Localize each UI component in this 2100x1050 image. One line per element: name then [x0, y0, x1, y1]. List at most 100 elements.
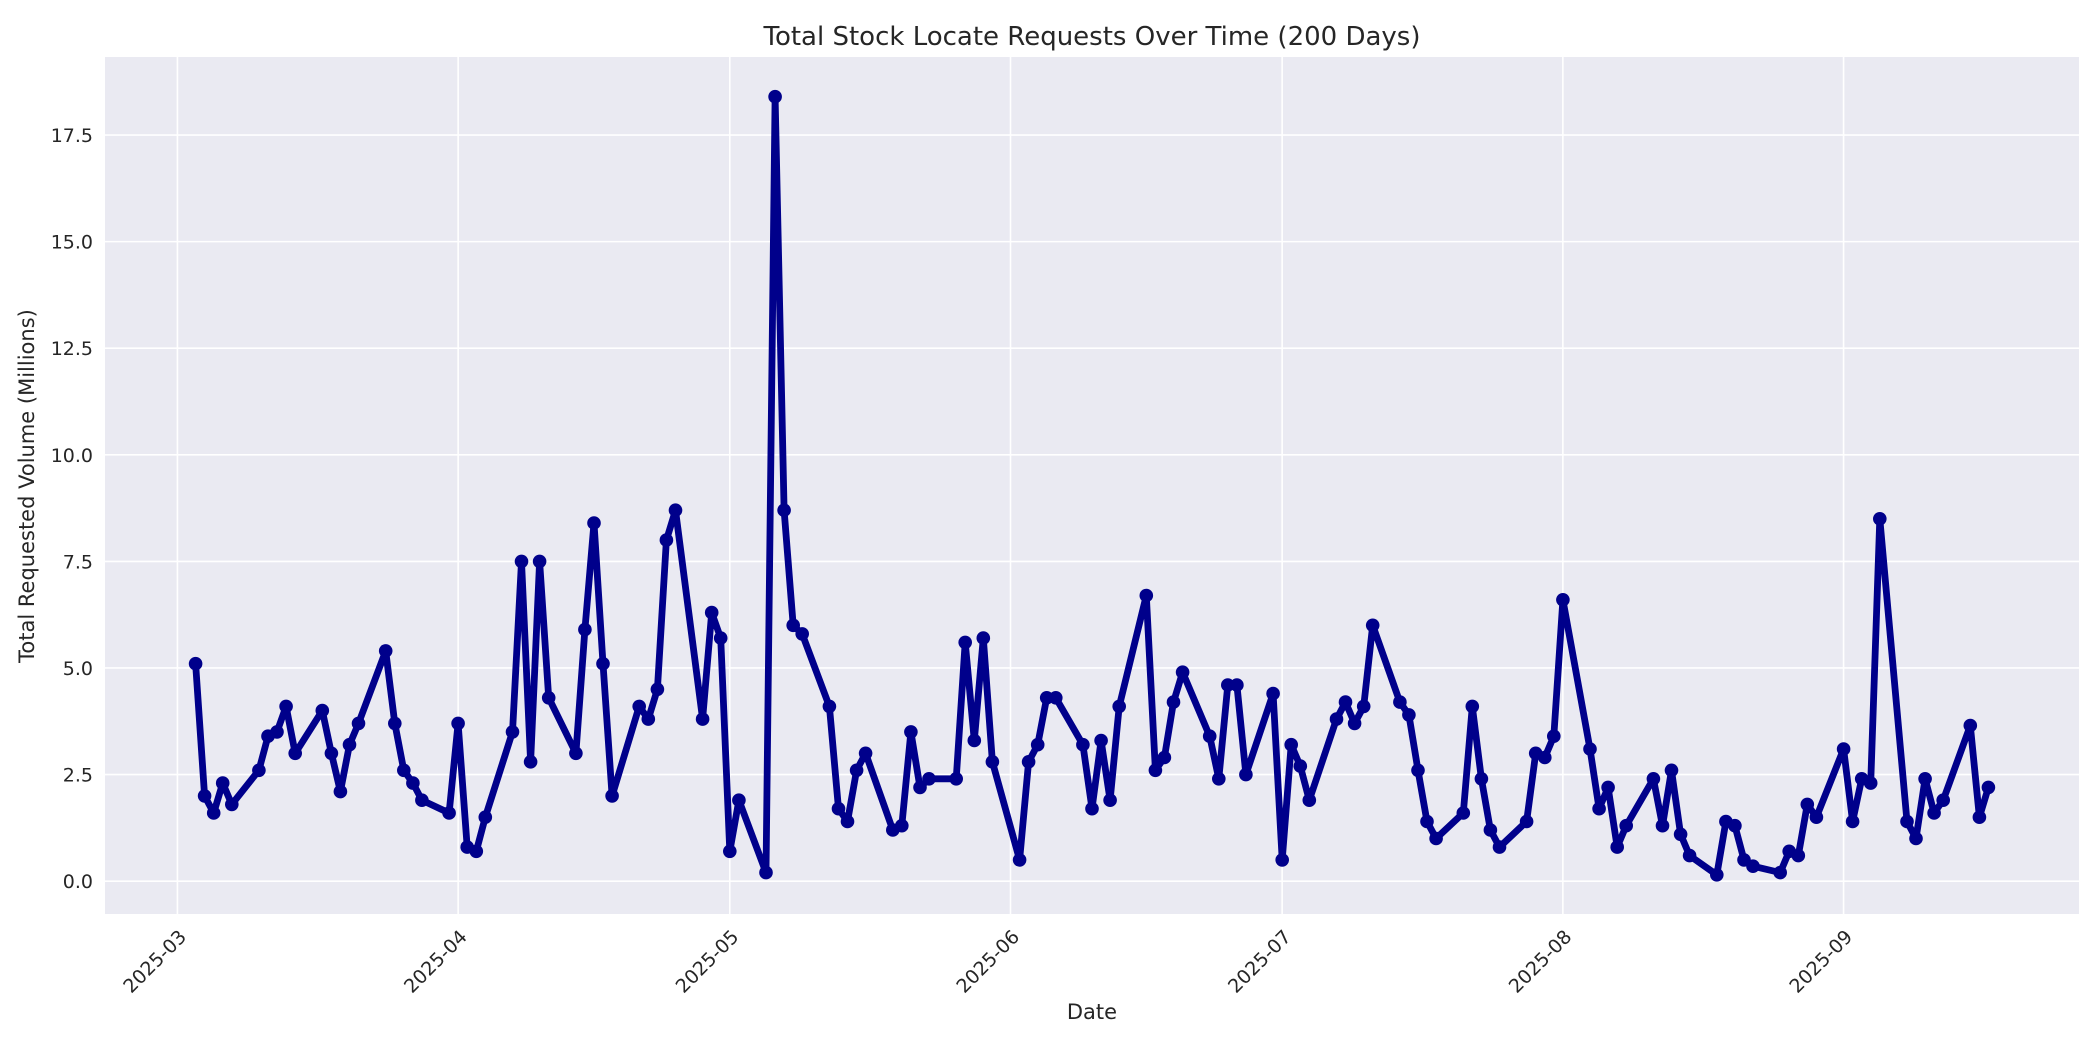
data-point-marker	[1845, 814, 1860, 829]
data-point-marker	[1266, 686, 1280, 701]
data-point-marker	[949, 772, 963, 786]
data-point-marker	[1329, 712, 1344, 726]
data-point-marker	[632, 699, 646, 714]
data-point-marker	[1909, 831, 1923, 846]
data-point-marker	[1411, 763, 1425, 778]
chart-title: Total Stock Locate Requests Over Time (2…	[763, 22, 1421, 52]
data-point-marker	[1836, 742, 1851, 756]
data-point-marker	[1239, 767, 1253, 782]
data-point-marker	[225, 797, 239, 812]
data-point-marker	[1936, 793, 1950, 807]
y-tick-label: 5.0	[63, 658, 93, 680]
data-point-marker	[895, 818, 909, 833]
data-point-marker	[786, 618, 800, 633]
data-point-marker	[958, 635, 972, 650]
x-tick-label: 2025-03	[119, 926, 191, 998]
data-point-marker	[704, 605, 719, 620]
data-point-marker	[1963, 718, 1978, 733]
data-point-marker	[188, 656, 203, 671]
data-point-marker	[1076, 737, 1090, 752]
data-points	[188, 89, 1996, 882]
data-point-marker	[967, 733, 982, 748]
data-point-marker	[279, 699, 293, 714]
data-point-marker	[1030, 737, 1045, 752]
data-point-marker	[1556, 593, 1570, 607]
plot-area	[105, 57, 2079, 914]
x-tick-label: 2025-08	[1505, 926, 1577, 998]
data-point-marker	[342, 737, 357, 752]
y-tick-label: 12.5	[51, 338, 93, 360]
data-point-marker	[1583, 742, 1597, 756]
x-tick-label: 2025-06	[952, 926, 1024, 998]
data-point-marker	[1420, 814, 1434, 829]
data-point-marker	[315, 703, 330, 718]
data-point-marker	[1148, 763, 1163, 778]
data-point-marker	[1103, 793, 1117, 807]
data-point-marker	[351, 716, 366, 731]
data-point-marker	[1112, 699, 1126, 714]
data-point-marker	[1157, 750, 1172, 765]
data-point-marker	[1139, 588, 1154, 603]
data-point-marker	[1655, 818, 1670, 833]
data-point-marker	[1673, 827, 1688, 842]
data-point-marker	[1592, 801, 1606, 816]
data-point-marker	[732, 793, 746, 807]
y-tick-label: 0.0	[63, 871, 93, 893]
data-point-marker	[1166, 695, 1181, 709]
data-point-marker	[1664, 763, 1679, 778]
x-tick-label: 2025-07	[1224, 926, 1296, 998]
data-point-marker	[324, 746, 339, 761]
data-point-marker	[1601, 780, 1615, 795]
y-tick-label: 2.5	[63, 765, 93, 787]
data-point-marker	[1863, 776, 1878, 790]
data-point-marker	[858, 746, 873, 761]
data-point-marker	[1710, 868, 1724, 882]
data-point-marker	[1021, 755, 1036, 769]
data-point-marker	[641, 712, 656, 726]
data-point-marker	[1212, 772, 1226, 786]
data-point-marker	[1728, 818, 1742, 833]
data-point-marker	[695, 712, 710, 726]
data-point-marker	[1972, 810, 1987, 824]
data-point-marker	[378, 644, 393, 658]
data-point-marker	[1809, 810, 1824, 824]
data-point-marker	[523, 755, 538, 769]
data-point-marker	[1049, 691, 1063, 705]
data-point-marker	[569, 746, 583, 761]
x-tick-labels: 2025-03 2025-04 2025-05 2025-06 2025-07 2025-…	[119, 926, 1857, 998]
y-tick-label: 15.0	[51, 232, 93, 254]
data-point-marker	[1981, 780, 1996, 795]
data-point-marker	[1619, 818, 1633, 833]
data-point-marker	[1085, 801, 1099, 816]
data-point-marker	[976, 631, 991, 645]
data-point-marker	[777, 503, 791, 517]
data-point-marker	[215, 776, 230, 790]
data-point-marker	[1230, 678, 1244, 692]
data-point-marker	[532, 554, 547, 569]
data-point-marker	[840, 814, 855, 829]
data-point-marker	[1873, 512, 1887, 526]
data-point-marker	[1338, 695, 1353, 709]
data-point-marker	[831, 801, 846, 816]
data-point-marker	[1347, 716, 1362, 731]
data-point-marker	[1356, 699, 1371, 714]
data-point-marker	[795, 627, 809, 641]
data-point-marker	[270, 725, 284, 739]
y-tick-label: 17.5	[51, 125, 93, 147]
data-point-marker	[587, 516, 601, 530]
data-point-marker	[913, 780, 927, 795]
x-tick-label: 2025-05	[672, 926, 744, 998]
data-point-marker	[252, 763, 266, 778]
data-point-marker	[1012, 853, 1027, 867]
data-point-marker	[596, 656, 610, 671]
data-point-marker	[650, 682, 665, 697]
data-point-marker	[1646, 772, 1661, 786]
data-point-marker	[1918, 772, 1932, 786]
data-point-marker	[288, 746, 303, 761]
data-point-marker	[1465, 699, 1480, 714]
data-point-marker	[1393, 695, 1407, 709]
data-point-marker	[1474, 772, 1489, 786]
data-point-marker	[505, 725, 520, 739]
